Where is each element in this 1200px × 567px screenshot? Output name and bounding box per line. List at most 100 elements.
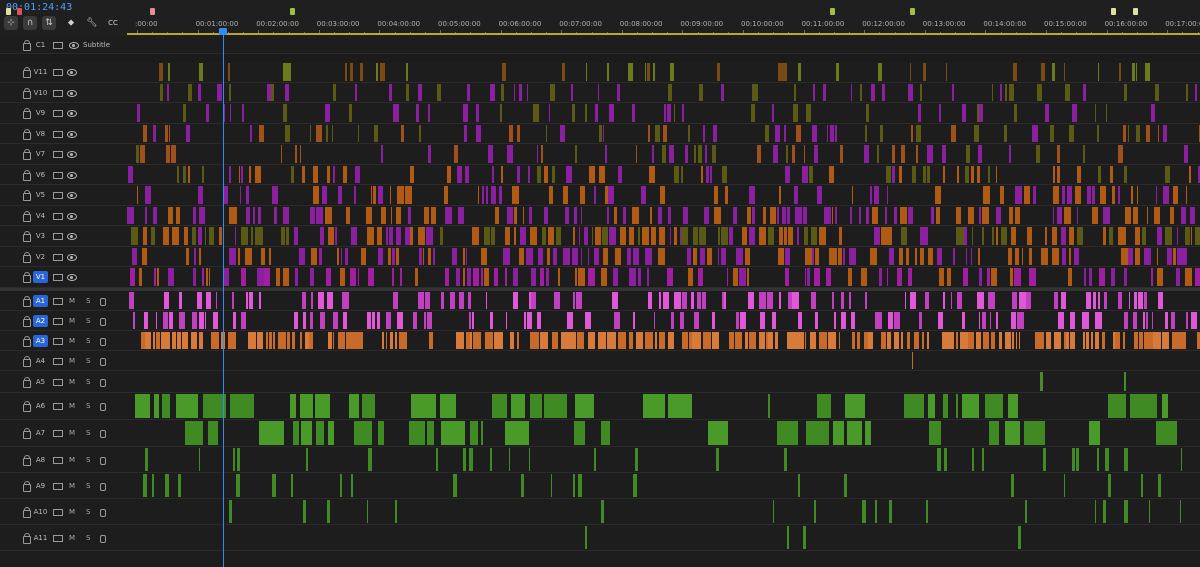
clip[interactable] (239, 165, 241, 183)
clip[interactable] (742, 227, 747, 245)
clip[interactable] (368, 268, 374, 286)
clip[interactable] (1054, 291, 1059, 309)
clip[interactable] (452, 473, 457, 497)
clip[interactable] (455, 268, 460, 286)
mute-button[interactable]: M (69, 429, 76, 437)
clip[interactable] (964, 165, 970, 183)
clip[interactable] (1000, 83, 1002, 101)
clip[interactable] (817, 186, 822, 204)
snap-magnet-icon[interactable]: ∩ (23, 16, 37, 30)
clip[interactable] (152, 473, 155, 497)
clip[interactable] (579, 186, 586, 204)
clip[interactable] (549, 186, 554, 204)
mute-button[interactable]: M (69, 336, 76, 345)
clip[interactable] (886, 165, 892, 183)
clip[interactable] (547, 247, 551, 265)
clip[interactable] (155, 311, 158, 329)
clip[interactable] (681, 291, 688, 309)
clip[interactable] (436, 83, 442, 101)
clip[interactable] (1134, 331, 1139, 349)
clip[interactable] (159, 83, 163, 101)
clip[interactable] (785, 165, 791, 183)
clip[interactable] (1131, 186, 1133, 204)
clip[interactable] (614, 247, 622, 265)
clip[interactable] (388, 247, 391, 265)
clip[interactable] (325, 104, 330, 122)
clip[interactable] (779, 291, 781, 309)
clip[interactable] (942, 331, 950, 349)
clip[interactable] (302, 291, 306, 309)
track-name-label[interactable]: V6 (35, 170, 46, 179)
clip[interactable] (787, 331, 791, 349)
sync-lock-icon[interactable] (53, 69, 63, 77)
clip[interactable] (873, 186, 879, 204)
clip[interactable] (514, 186, 520, 204)
clip[interactable] (313, 186, 320, 204)
clip[interactable] (1034, 331, 1044, 349)
clip[interactable] (300, 420, 313, 445)
clip[interactable] (926, 165, 930, 183)
clip[interactable] (988, 165, 991, 183)
solo-button[interactable]: S (86, 533, 91, 542)
clip[interactable] (366, 499, 369, 523)
clip[interactable] (912, 165, 916, 183)
clip[interactable] (1131, 63, 1135, 81)
clip[interactable] (333, 311, 338, 329)
clip[interactable] (746, 268, 750, 286)
clip[interactable] (480, 420, 483, 445)
clip[interactable] (693, 227, 698, 245)
clip[interactable] (612, 268, 619, 286)
clip[interactable] (669, 227, 671, 245)
clip[interactable] (1176, 247, 1183, 265)
clip[interactable] (1056, 206, 1063, 224)
clip[interactable] (346, 206, 351, 224)
clip[interactable] (595, 104, 599, 122)
track-name-label[interactable]: V1 (33, 271, 48, 284)
clip[interactable] (176, 206, 180, 224)
sync-lock-icon[interactable] (53, 534, 63, 542)
clip[interactable] (749, 186, 756, 204)
clip[interactable] (1145, 124, 1150, 142)
clip[interactable] (208, 227, 215, 245)
clip[interactable] (1113, 331, 1115, 349)
clip[interactable] (1069, 331, 1075, 349)
clip[interactable] (375, 63, 379, 81)
lock-icon[interactable] (23, 454, 31, 466)
clip[interactable] (299, 247, 306, 265)
clip[interactable] (575, 291, 582, 309)
clip[interactable] (439, 393, 457, 418)
clip[interactable] (925, 291, 929, 309)
clip[interactable] (950, 124, 957, 142)
clip[interactable] (354, 165, 360, 183)
clip[interactable] (1096, 447, 1100, 471)
clip[interactable] (366, 227, 374, 245)
clip[interactable] (1029, 247, 1032, 265)
clip[interactable] (796, 227, 800, 245)
clip[interactable] (1018, 525, 1022, 549)
lock-icon[interactable] (23, 428, 31, 439)
clip[interactable] (523, 311, 527, 329)
clip[interactable] (493, 268, 499, 286)
clip[interactable] (839, 227, 843, 245)
clip[interactable] (928, 247, 934, 265)
clip[interactable] (240, 186, 242, 204)
clip[interactable] (381, 331, 385, 349)
clip[interactable] (635, 447, 638, 471)
clip[interactable] (1154, 206, 1160, 224)
clip[interactable] (481, 268, 484, 286)
clip[interactable] (191, 227, 197, 245)
clip[interactable] (490, 447, 492, 471)
clip[interactable] (1067, 186, 1073, 204)
clip[interactable] (699, 227, 707, 245)
clip[interactable] (528, 206, 533, 224)
clip[interactable] (433, 247, 435, 265)
clip[interactable] (936, 247, 943, 265)
clip[interactable] (234, 227, 237, 245)
sequence-marker[interactable] (830, 8, 835, 15)
clip[interactable] (350, 268, 356, 286)
clip[interactable] (1124, 165, 1128, 183)
clip[interactable] (805, 268, 807, 286)
clip[interactable] (1141, 227, 1146, 245)
clip[interactable] (379, 63, 385, 81)
clip[interactable] (998, 331, 1002, 349)
